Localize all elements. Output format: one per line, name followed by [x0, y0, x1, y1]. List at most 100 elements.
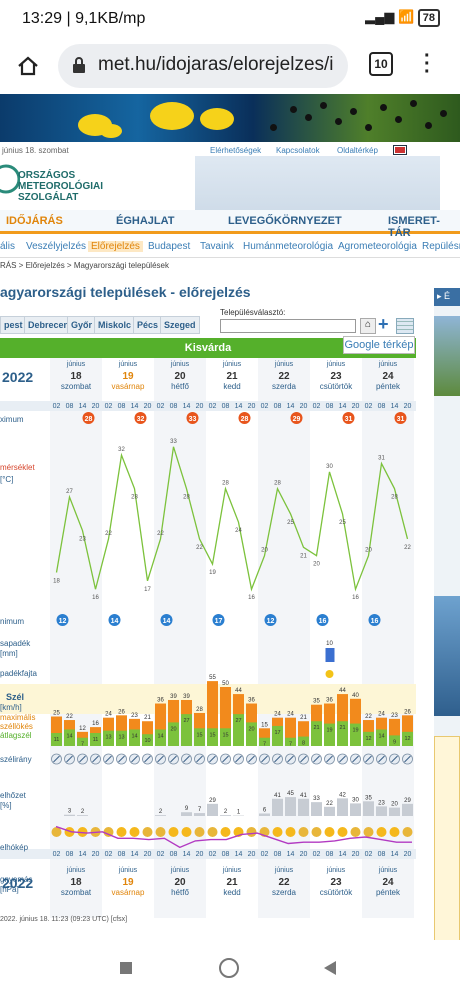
top-day-number: 19 [122, 371, 134, 382]
bottom-day-name: kedd [223, 888, 240, 897]
city-miskolc[interactable]: Miskolc [94, 316, 136, 334]
site-logo[interactable]: ORSZÁGOS METEOROLÓGIAI SZOLGÁLAT [18, 170, 103, 203]
wind-arrow [404, 755, 411, 763]
hour-label: 02 [365, 851, 373, 858]
wind-gust-label: 44 [235, 688, 242, 694]
top-month: június [66, 361, 86, 368]
wind-avg-label: 12 [404, 736, 410, 742]
wind-arrow [53, 755, 60, 763]
nav-climate[interactable]: ÉGHAJLAT [116, 215, 175, 227]
cloud-label: 30 [352, 797, 359, 803]
label-cloud: elhőzet [0, 791, 27, 800]
link-sitemap[interactable]: Oldaltérkép [337, 146, 378, 155]
hour-label: 20 [404, 403, 412, 410]
subnav-humanmet[interactable]: Humánmeteorológia [243, 241, 334, 252]
update-time: 2022. június 18. 11:23 (09:23 UTC) [cfsx… [0, 916, 128, 923]
wind-arrow [105, 755, 112, 763]
subnav-agromet[interactable]: Agrometeorológia [338, 241, 417, 252]
min-temp-value: 14 [163, 618, 171, 625]
wind-avg-label: 14 [131, 733, 137, 739]
bottom-day-name: hétfő [171, 888, 189, 897]
subnav-aviation[interactable]: Repülésm [422, 241, 460, 252]
link-relations[interactable]: Kapcsolatok [276, 146, 320, 155]
temperature-label: 16 [248, 595, 255, 601]
subnav-warning[interactable]: Veszélyjelzés [26, 241, 87, 252]
min-temp-value: 16 [371, 618, 379, 625]
subnav-budapest[interactable]: Budapest [148, 241, 191, 252]
wind-avg-bar [77, 737, 88, 746]
sun-icon [181, 827, 192, 837]
moon-icon [363, 827, 374, 837]
wind-avg-bar [246, 722, 257, 746]
home-icon[interactable] [16, 54, 40, 78]
hour-label: 02 [313, 851, 321, 858]
web-page: június 18. szombat Elérhetőségek Kapcsol… [0, 94, 460, 940]
city-gyor[interactable]: Győr [67, 316, 97, 334]
hour-label: 08 [222, 403, 230, 410]
city-selector-input[interactable] [220, 319, 356, 333]
back-icon[interactable] [323, 960, 337, 976]
bottom-day-name: vasárnap [112, 888, 145, 897]
wind-gust-label: 24 [105, 712, 112, 718]
moon-icon [103, 827, 114, 837]
google-map-button[interactable]: Google térkép [343, 336, 415, 354]
top-day-name: péntek [376, 382, 401, 391]
menu-icon[interactable]: · · · [424, 45, 431, 83]
home-nav-icon[interactable] [219, 958, 239, 978]
top-month: június [118, 361, 138, 368]
wind-arrow [209, 755, 216, 763]
wind-gust-label: 40 [352, 693, 359, 699]
sun-icon [324, 827, 335, 837]
hour-label: 08 [118, 403, 126, 410]
city-szeged[interactable]: Szeged [160, 316, 200, 334]
breadcrumb: RÁS > Előrejelzés > Magyarországi telepü… [0, 261, 169, 270]
wind-arrow [391, 755, 398, 763]
hour-label: 14 [339, 403, 347, 410]
wind-avg-bar [298, 736, 309, 746]
home-location-icon[interactable]: ⌂ [360, 318, 376, 334]
url-bar[interactable]: met.hu/idojaras/elorejelzes/i [58, 44, 348, 88]
recents-icon[interactable] [120, 962, 132, 974]
table-view-icon[interactable] [396, 318, 414, 334]
nav-air[interactable]: LEVEGŐKÖRNYEZET [228, 215, 342, 227]
sidebar-textbox [434, 736, 460, 940]
subnav-current[interactable]: ális [0, 241, 16, 252]
hour-label: 02 [53, 403, 61, 410]
sun-icon [272, 827, 283, 837]
tab-count-button[interactable]: 10 [369, 52, 393, 76]
wind-gust-label: 24 [378, 712, 385, 718]
hour-label: 20 [92, 851, 100, 858]
status-time: 13:29 | 9,1KB/mp [22, 10, 146, 27]
hour-label: 14 [391, 851, 399, 858]
sidebar-header[interactable]: ▸ É [434, 288, 460, 306]
city-pecs[interactable]: Pécs [133, 316, 163, 334]
subnav-forecast[interactable]: Előrejelzés [88, 241, 143, 252]
wind-gust-bar [259, 728, 270, 746]
wind-arrow [66, 755, 73, 763]
subnav-lakes[interactable]: Tavaink [200, 241, 234, 252]
temperature-label: 20 [365, 548, 372, 554]
city-budapest[interactable]: pest [0, 316, 27, 334]
wind-avg-bar [350, 723, 361, 746]
android-nav-bar [0, 940, 460, 996]
wind-arrow [274, 755, 281, 763]
link-contact[interactable]: Elérhetőségek [210, 146, 262, 155]
wind-gust-label: 44 [339, 688, 346, 694]
top-day-number: 22 [278, 371, 290, 382]
city-debrecen[interactable]: Debrecen [24, 316, 74, 334]
nav-knowledge[interactable]: ISMERET-TÁR [388, 215, 440, 239]
wind-gust-bar [207, 681, 218, 746]
site-header: június 18. szombat Elérhetőségek Kapcsol… [0, 142, 460, 210]
cloud-label: 41 [274, 793, 281, 799]
wind-arrow [79, 755, 86, 763]
add-icon[interactable]: + [378, 314, 389, 334]
cloud-label: 41 [300, 793, 307, 799]
moon-icon [350, 827, 361, 837]
uk-flag-icon[interactable] [393, 145, 407, 155]
cloud-label: 22 [326, 801, 333, 807]
top-day-name: szerda [272, 382, 297, 391]
wind-gust-label: 23 [391, 713, 398, 719]
label-wind: Szél [6, 692, 24, 702]
cloud-label: 29 [404, 798, 411, 804]
nav-weather[interactable]: IDŐJÁRÁS [6, 215, 63, 227]
